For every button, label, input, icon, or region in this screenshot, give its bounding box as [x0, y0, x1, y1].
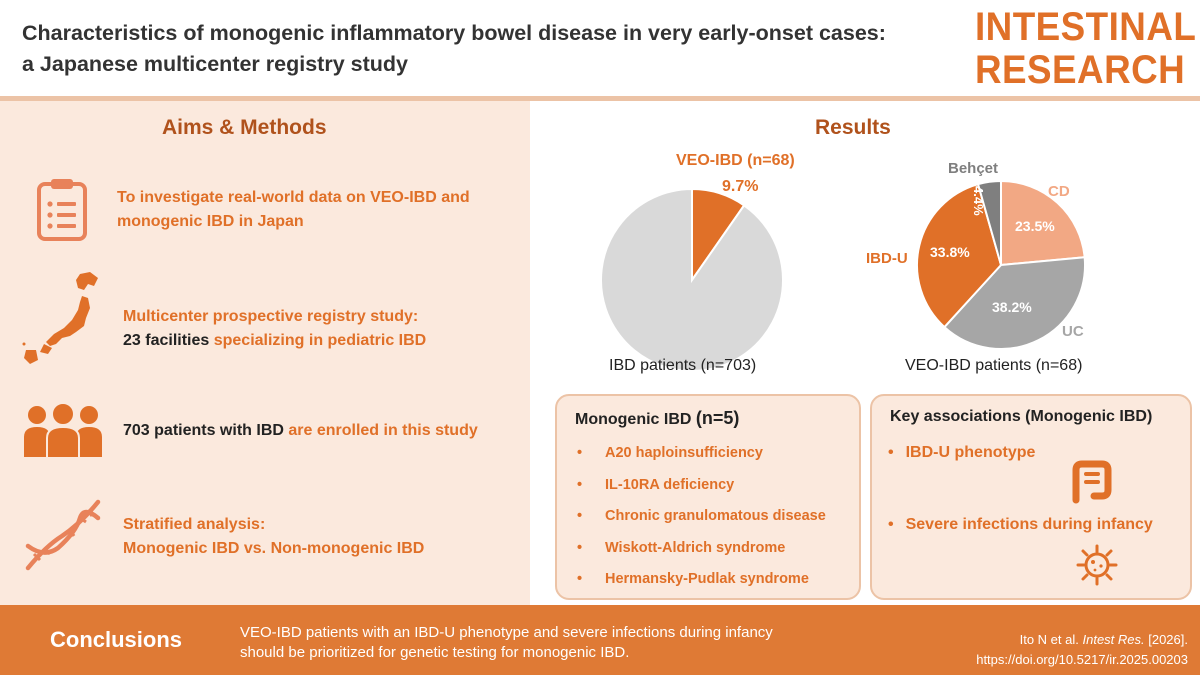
dna-icon	[25, 499, 101, 571]
facilities-count: 23 facilities	[123, 332, 210, 349]
cite-journal: Intest Res.	[1082, 632, 1145, 647]
cd-label: CD	[1048, 183, 1070, 200]
list-item: Chronic granulomatous disease	[575, 501, 826, 533]
conclusions-line2: should be prioritized for genetic testin…	[240, 644, 630, 661]
pie2-slice-3	[976, 180, 1002, 266]
header-divider	[0, 96, 1200, 101]
key-item-infections: • Severe infections during infancy	[888, 516, 1153, 534]
key-item-infections-text: Severe infections during infancy	[905, 516, 1153, 533]
patients-rest: are enrolled in this study	[283, 422, 478, 439]
header: Characteristics of monogenic inflammator…	[0, 0, 1200, 96]
conclusions-footer: Conclusions VEO-IBD patients with an IBD…	[0, 605, 1200, 675]
cite-year: [2026].	[1144, 632, 1188, 647]
behcet-value: 4.4%	[971, 186, 986, 216]
intestine-icon	[1072, 460, 1112, 504]
results-title: Results	[815, 116, 891, 139]
patients-count: 703 patients with IBD	[123, 422, 284, 439]
people-icon	[24, 404, 102, 458]
panel-divider	[530, 101, 540, 605]
citation-line1: Ito N et al. Intest Res. [2026].	[976, 630, 1188, 650]
veo-ibd-percent: 9.7%	[722, 178, 759, 195]
page-title: Characteristics of monogenic inflammator…	[22, 18, 952, 80]
behcet-label: Behçet	[948, 160, 999, 177]
ibdu-label: IBD-U	[866, 250, 908, 267]
list-item: Wiskott-Aldrich syndrome	[575, 533, 826, 565]
aims-methods-panel	[0, 101, 530, 605]
clipboard-icon	[37, 179, 87, 241]
stratified-line1: Stratified analysis:	[123, 516, 266, 533]
pie2-caption: VEO-IBD patients (n=68)	[905, 357, 1083, 374]
conclusions-label: Conclusions	[50, 627, 183, 652]
aim-text-investigate: To investigate real-world data on VEO-IB…	[117, 189, 470, 230]
monogenic-title: Monogenic IBD (n=5)	[575, 408, 739, 429]
pie2-slice-1	[943, 256, 1086, 350]
key-item-ibdu: • IBD-U phenotype	[888, 444, 1035, 462]
logo-line-1: INTESTINAL	[975, 5, 1197, 49]
pie1-caption: IBD patients (n=703)	[609, 357, 757, 374]
aim-registry-line1: Multicenter prospective registry study:	[123, 308, 419, 325]
key-associations-box: Key associations (Monogenic IBD) • IBD-U …	[870, 394, 1192, 600]
ibd-patients-pie-chart	[600, 188, 784, 372]
aim-text-registry: Multicenter prospective registry study: …	[123, 305, 523, 353]
virus-icon	[1076, 544, 1118, 586]
pie1-slice-1	[600, 188, 784, 372]
veo-ibd-breakdown-pie-chart	[916, 180, 1086, 350]
monogenic-title-text: Monogenic IBD	[575, 411, 692, 428]
title-line-1: Characteristics of monogenic inflammator…	[22, 21, 886, 45]
cite-authors: Ito N et al.	[1019, 632, 1083, 647]
monogenic-list: A20 haploinsufficiency IL-10RA deficienc…	[575, 438, 826, 596]
list-item: Hermansky-Pudlak syndrome	[575, 564, 826, 596]
veo-ibd-label: VEO-IBD (n=68)	[676, 152, 795, 169]
japan-map-icon	[22, 272, 98, 364]
journal-logo[interactable]: INTESTINAL RESEARCH	[975, 6, 1196, 92]
bullet-icon: •	[888, 516, 894, 533]
stratified-line2: Monogenic IBD vs. Non-monogenic IBD	[123, 540, 425, 557]
facilities-rest: specializing in pediatric IBD	[209, 332, 427, 349]
uc-value: 38.2%	[992, 299, 1032, 315]
logo-line-2: RESEARCH	[975, 48, 1186, 92]
ibdu-value: 33.8%	[930, 244, 970, 260]
bullet-icon: •	[888, 444, 894, 461]
pie2-slice-2	[916, 182, 1003, 329]
monogenic-count: (n=5)	[695, 408, 740, 428]
aim-registry-line2: 23 facilities specializing in pediatric …	[123, 329, 523, 353]
citation: Ito N et al. Intest Res. [2026]. https:/…	[976, 630, 1188, 670]
conclusions-text: VEO-IBD patients with an IBD-U phenotype…	[240, 623, 860, 663]
aims-title: Aims & Methods	[162, 116, 327, 139]
doi-link[interactable]: https://doi.org/10.5217/ir.2025.00203	[976, 652, 1188, 667]
monogenic-ibd-box: Monogenic IBD (n=5) A20 haploinsufficien…	[555, 394, 861, 600]
pie2-slice-0	[1000, 180, 1086, 267]
uc-label: UC	[1062, 323, 1084, 340]
list-item: A20 haploinsufficiency	[575, 438, 826, 470]
aim-text-patients: 703 patients with IBD are enrolled in th…	[123, 419, 523, 443]
title-line-2: a Japanese multicenter registry study	[22, 52, 408, 76]
key-title: Key associations (Monogenic IBD)	[890, 408, 1153, 425]
aim-text-stratified: Stratified analysis: Monogenic IBD vs. N…	[123, 513, 523, 561]
cd-value: 23.5%	[1015, 218, 1055, 234]
list-item: IL-10RA deficiency	[575, 470, 826, 502]
conclusions-line1: VEO-IBD patients with an IBD-U phenotype…	[240, 624, 773, 641]
key-item-ibdu-text: IBD-U phenotype	[905, 444, 1036, 461]
